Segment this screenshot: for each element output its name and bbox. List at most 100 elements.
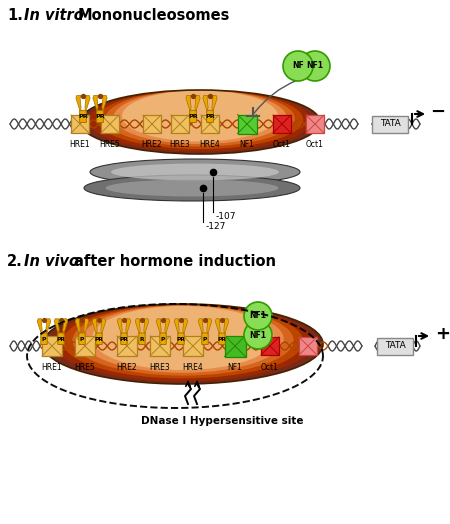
Text: R: R bbox=[140, 337, 144, 342]
Polygon shape bbox=[144, 319, 149, 334]
FancyBboxPatch shape bbox=[80, 111, 86, 123]
Polygon shape bbox=[174, 319, 179, 334]
Ellipse shape bbox=[122, 91, 278, 141]
Polygon shape bbox=[212, 95, 217, 112]
Ellipse shape bbox=[53, 304, 313, 381]
FancyBboxPatch shape bbox=[171, 115, 189, 133]
FancyBboxPatch shape bbox=[178, 333, 184, 344]
Polygon shape bbox=[92, 319, 97, 334]
FancyBboxPatch shape bbox=[273, 115, 291, 133]
FancyBboxPatch shape bbox=[79, 333, 85, 344]
Text: HRE5: HRE5 bbox=[75, 363, 95, 372]
Text: PR: PR bbox=[176, 337, 185, 342]
Polygon shape bbox=[126, 319, 131, 334]
Ellipse shape bbox=[113, 90, 286, 144]
Polygon shape bbox=[93, 95, 98, 112]
Text: P: P bbox=[42, 337, 46, 342]
Polygon shape bbox=[101, 319, 106, 334]
Polygon shape bbox=[84, 319, 89, 334]
Ellipse shape bbox=[43, 304, 323, 384]
Polygon shape bbox=[85, 95, 90, 112]
Ellipse shape bbox=[63, 305, 303, 378]
Text: -107: -107 bbox=[216, 212, 237, 221]
FancyBboxPatch shape bbox=[238, 115, 256, 134]
Polygon shape bbox=[207, 319, 212, 334]
Ellipse shape bbox=[106, 180, 279, 196]
Ellipse shape bbox=[90, 159, 300, 185]
FancyBboxPatch shape bbox=[42, 336, 62, 356]
Text: PR: PR bbox=[95, 114, 105, 119]
FancyBboxPatch shape bbox=[150, 336, 170, 356]
Text: HRE4: HRE4 bbox=[183, 363, 203, 372]
Text: P: P bbox=[203, 337, 207, 342]
Polygon shape bbox=[37, 319, 42, 334]
Ellipse shape bbox=[82, 305, 284, 373]
Text: -127: -127 bbox=[206, 222, 226, 231]
Text: PR: PR bbox=[120, 337, 128, 342]
FancyBboxPatch shape bbox=[306, 115, 324, 133]
Text: −: − bbox=[430, 103, 445, 121]
Text: NF1: NF1 bbox=[249, 331, 266, 340]
Text: NF1: NF1 bbox=[306, 61, 324, 71]
FancyBboxPatch shape bbox=[183, 336, 203, 356]
Ellipse shape bbox=[80, 90, 320, 154]
Polygon shape bbox=[215, 319, 220, 334]
Text: NF1: NF1 bbox=[239, 140, 254, 149]
FancyBboxPatch shape bbox=[207, 111, 213, 123]
Text: HRE2: HRE2 bbox=[142, 140, 162, 149]
Text: HRE1: HRE1 bbox=[42, 363, 62, 372]
Ellipse shape bbox=[92, 306, 274, 370]
Polygon shape bbox=[198, 319, 203, 334]
FancyBboxPatch shape bbox=[372, 115, 408, 133]
Text: HRE3: HRE3 bbox=[170, 140, 190, 149]
FancyBboxPatch shape bbox=[97, 111, 104, 123]
FancyBboxPatch shape bbox=[261, 337, 279, 355]
Ellipse shape bbox=[105, 90, 295, 147]
Circle shape bbox=[244, 302, 272, 330]
Text: HRE1: HRE1 bbox=[70, 140, 90, 149]
Polygon shape bbox=[135, 319, 140, 334]
FancyBboxPatch shape bbox=[143, 115, 161, 133]
Text: PR: PR bbox=[94, 337, 104, 342]
FancyBboxPatch shape bbox=[202, 333, 208, 344]
Ellipse shape bbox=[97, 90, 303, 149]
Circle shape bbox=[300, 51, 330, 81]
Ellipse shape bbox=[72, 305, 293, 376]
Text: TATA: TATA bbox=[385, 342, 405, 351]
Polygon shape bbox=[195, 95, 200, 112]
Text: Oct1: Oct1 bbox=[273, 140, 291, 149]
FancyBboxPatch shape bbox=[117, 336, 137, 356]
Text: HRE5: HRE5 bbox=[99, 140, 121, 149]
Text: PR: PR bbox=[205, 114, 215, 119]
Polygon shape bbox=[224, 319, 229, 334]
Circle shape bbox=[283, 51, 313, 81]
FancyBboxPatch shape bbox=[201, 115, 219, 133]
Ellipse shape bbox=[88, 90, 311, 151]
Text: NF: NF bbox=[292, 61, 304, 71]
Text: Oct1: Oct1 bbox=[261, 363, 279, 372]
Text: Mononucleosomes: Mononucleosomes bbox=[78, 8, 230, 23]
FancyBboxPatch shape bbox=[377, 337, 413, 355]
Text: HRE4: HRE4 bbox=[200, 140, 220, 149]
Text: PR: PR bbox=[78, 114, 88, 119]
Polygon shape bbox=[183, 319, 188, 334]
Polygon shape bbox=[117, 319, 122, 334]
FancyBboxPatch shape bbox=[75, 336, 95, 356]
Text: DNase I Hypersensitive site: DNase I Hypersensitive site bbox=[141, 416, 303, 426]
FancyBboxPatch shape bbox=[139, 333, 145, 344]
Text: PR: PR bbox=[57, 337, 65, 342]
Text: PR: PR bbox=[188, 114, 198, 119]
FancyBboxPatch shape bbox=[299, 337, 317, 355]
Polygon shape bbox=[165, 319, 170, 334]
Text: In vitro: In vitro bbox=[24, 8, 84, 23]
Polygon shape bbox=[203, 95, 208, 112]
FancyBboxPatch shape bbox=[58, 333, 64, 344]
Text: NF1: NF1 bbox=[249, 311, 266, 321]
Text: HRE3: HRE3 bbox=[149, 363, 171, 372]
Circle shape bbox=[244, 321, 272, 349]
FancyBboxPatch shape bbox=[71, 115, 89, 133]
FancyBboxPatch shape bbox=[225, 335, 246, 356]
FancyBboxPatch shape bbox=[101, 115, 119, 133]
Text: Oct1: Oct1 bbox=[306, 140, 324, 149]
Polygon shape bbox=[156, 319, 161, 334]
